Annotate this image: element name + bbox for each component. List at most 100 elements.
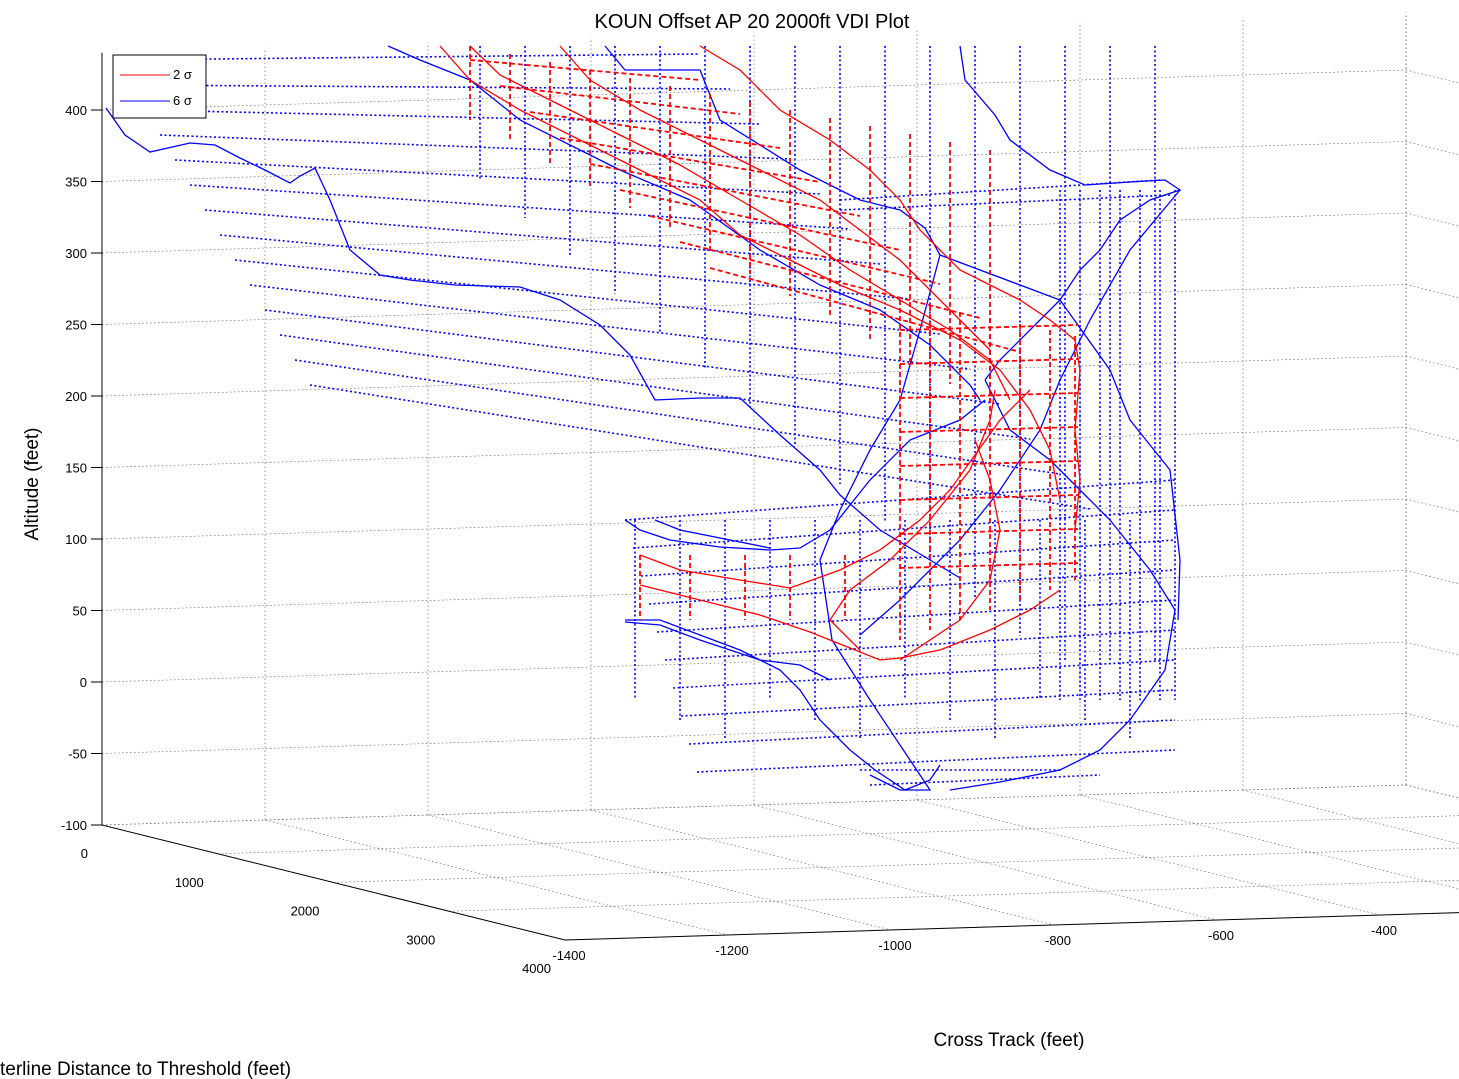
two-sigma-mesh bbox=[529, 111, 781, 149]
two-sigma-mesh bbox=[899, 426, 1079, 433]
grid-line bbox=[1405, 69, 1459, 84]
distance-tick-label: 4000 bbox=[522, 961, 551, 976]
six-sigma-mesh bbox=[144, 109, 761, 125]
two-sigma-mesh bbox=[899, 324, 1079, 331]
grid-line bbox=[333, 847, 1459, 883]
grid-line bbox=[101, 713, 1407, 754]
six-sigma-outline bbox=[624, 621, 831, 681]
distance-tick-label: 3000 bbox=[406, 932, 435, 947]
grid-line bbox=[1242, 789, 1459, 844]
z-tick-label: 350 bbox=[65, 175, 87, 190]
grid-line bbox=[101, 784, 1407, 826]
six-sigma-mesh bbox=[640, 539, 1176, 577]
grid-line bbox=[1405, 355, 1459, 370]
six-sigma-outline bbox=[604, 45, 941, 256]
grid-line bbox=[1405, 498, 1459, 513]
grid-line bbox=[449, 879, 1459, 912]
grid-line bbox=[1405, 784, 1459, 799]
z-tick-label: 250 bbox=[65, 318, 87, 333]
six-sigma-mesh bbox=[234, 259, 941, 335]
chart-title: KOUN Offset AP 20 2000ft VDI Plot bbox=[595, 11, 910, 33]
grid-line bbox=[1079, 794, 1459, 890]
grid-line bbox=[101, 212, 1407, 254]
six-sigma-mesh bbox=[869, 774, 1101, 786]
z-tick-label: -50 bbox=[68, 747, 87, 762]
six-sigma-outline bbox=[949, 379, 1176, 791]
two-sigma-mesh bbox=[899, 392, 1079, 399]
grid-line bbox=[101, 69, 1407, 111]
two-sigma-mesh bbox=[679, 241, 981, 319]
grid-line bbox=[1405, 141, 1459, 155]
distance-tick-label: 1000 bbox=[175, 875, 204, 890]
cross-track-axis-line bbox=[564, 912, 1459, 941]
six-sigma-outline bbox=[624, 399, 986, 551]
z-tick-label: 0 bbox=[80, 675, 87, 690]
six-sigma-outline bbox=[387, 45, 981, 401]
cross-track-tick-label: -1200 bbox=[715, 943, 748, 958]
grid-line bbox=[1405, 212, 1459, 227]
grid-line bbox=[101, 141, 1407, 182]
two-sigma-mesh bbox=[499, 85, 741, 115]
six-sigma-mesh bbox=[672, 659, 1176, 689]
legend-box bbox=[112, 54, 207, 119]
two-sigma-mesh bbox=[899, 358, 1079, 365]
axis-ticks: 400350300250200150100500-50-100010002000… bbox=[61, 103, 1397, 976]
z-tick-label: 400 bbox=[65, 103, 87, 118]
z-tick-label: -100 bbox=[61, 818, 87, 833]
six-sigma-mesh bbox=[129, 84, 731, 90]
cross-track-tick-label: -1400 bbox=[552, 948, 585, 963]
six-sigma-mesh bbox=[688, 719, 1176, 745]
two-sigma-outline bbox=[639, 584, 1061, 661]
two-sigma-outline bbox=[699, 45, 1081, 531]
two-sigma-mesh bbox=[709, 267, 1021, 353]
six-sigma-mesh bbox=[839, 194, 1171, 211]
two-sigma-mesh bbox=[559, 137, 821, 183]
z-axis-label: Altitude (feet) bbox=[22, 428, 43, 541]
two-sigma-mesh bbox=[899, 494, 1079, 501]
grid-line bbox=[916, 799, 1381, 916]
six-sigma-mesh bbox=[174, 159, 821, 195]
distance-tick-label: 2000 bbox=[291, 904, 320, 919]
cross-track-axis-label: Cross Track (feet) bbox=[934, 1030, 1085, 1051]
grid-line bbox=[1405, 427, 1459, 441]
grid-line bbox=[101, 284, 1407, 325]
six-sigma-mesh bbox=[264, 309, 1001, 405]
two-sigma-mesh bbox=[469, 59, 701, 81]
grid-line bbox=[101, 641, 1407, 683]
grid-line bbox=[1405, 570, 1459, 584]
two-sigma-outline bbox=[639, 389, 1031, 589]
grid-line bbox=[564, 912, 1459, 941]
six-sigma-mesh bbox=[656, 599, 1176, 633]
legend: 2 σ 6 σ bbox=[112, 54, 207, 119]
legend-label-2-sigma: 2 σ bbox=[173, 67, 192, 82]
grid-line bbox=[1405, 641, 1459, 656]
six-sigma-mesh bbox=[664, 629, 1176, 661]
two-sigma-mesh bbox=[649, 215, 941, 285]
distance-tick-label: 0 bbox=[81, 846, 88, 861]
two-sigma-mesh bbox=[899, 562, 1079, 569]
distance-axis-label: terline Distance to Threshold (feet) bbox=[0, 1059, 291, 1079]
six-sigma-mesh bbox=[219, 234, 911, 300]
six-sigma-outline bbox=[654, 519, 771, 549]
six-sigma-mesh bbox=[204, 209, 881, 265]
six-sigma-mesh bbox=[648, 569, 1176, 605]
six-sigma-mesh bbox=[159, 134, 791, 160]
cross-track-tick-label: -600 bbox=[1208, 928, 1234, 943]
six-sigma-outline bbox=[625, 619, 941, 791]
two-sigma-mesh bbox=[899, 460, 1079, 467]
grid-line bbox=[101, 498, 1407, 540]
cross-track-tick-label: -1000 bbox=[878, 938, 911, 953]
six-sigma-mesh bbox=[632, 509, 1176, 549]
six-sigma-mesh bbox=[696, 749, 1176, 773]
two-sigma-outline bbox=[829, 389, 996, 651]
grid-line bbox=[1405, 713, 1459, 727]
six-sigma-mesh bbox=[680, 689, 1176, 717]
grid-line bbox=[264, 819, 729, 936]
z-tick-label: 200 bbox=[65, 389, 87, 404]
six-sigma-mesh bbox=[839, 179, 1161, 201]
two-sigma-outline bbox=[469, 45, 1011, 401]
legend-label-6-sigma: 6 σ bbox=[173, 93, 192, 108]
two-sigma-mesh bbox=[589, 163, 861, 217]
grid-line bbox=[1405, 784, 1459, 799]
six-sigma-outline bbox=[105, 107, 961, 579]
